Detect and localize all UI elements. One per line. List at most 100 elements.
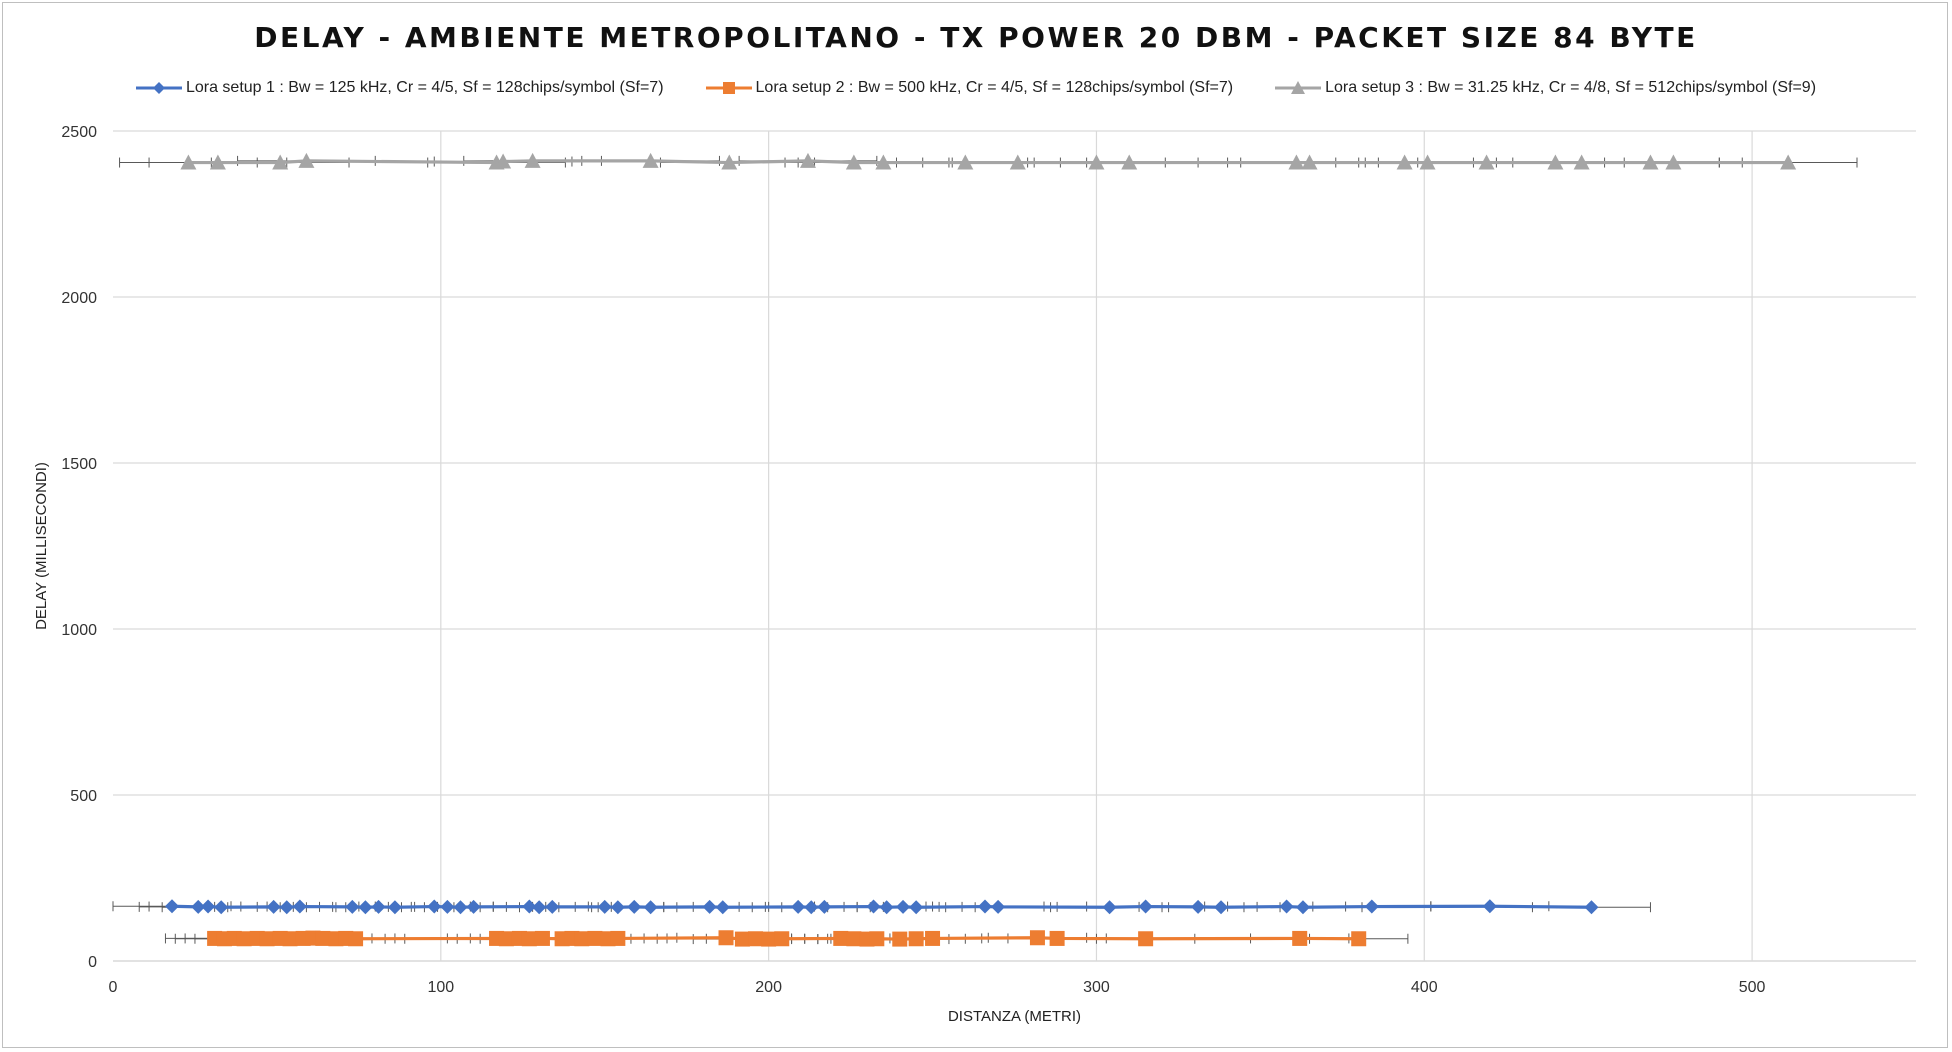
- chart-title: DELAY - AMBIENTE METROPOLITANO - TX POWE…: [254, 21, 1698, 54]
- data-point-series-1: [387, 900, 402, 915]
- data-point-series-3: [1121, 154, 1138, 170]
- data-point-series-1: [715, 900, 730, 915]
- y-tick-label: 0: [88, 954, 97, 971]
- y-tick-label: 1000: [61, 622, 97, 639]
- data-point-series-2: [718, 930, 734, 946]
- legend-swatch-series-2: [705, 82, 752, 94]
- data-point-series-1: [909, 900, 924, 915]
- data-point-series-1: [371, 899, 386, 914]
- data-point-series-3: [1396, 154, 1413, 170]
- legend-item-series-2: Lora setup 2 : Bw = 500 kHz, Cr = 4/5, S…: [705, 79, 1234, 97]
- data-point-series-3: [180, 154, 197, 170]
- series-line-3: [188, 159, 1789, 165]
- data-point-series-2: [908, 931, 924, 947]
- data-point-series-2: [734, 931, 750, 947]
- data-point-series-2: [1351, 931, 1367, 947]
- data-point-series-1: [804, 900, 819, 915]
- data-point-series-1: [1214, 900, 1229, 915]
- data-point-series-1: [1191, 899, 1206, 914]
- data-point-series-1: [1102, 900, 1117, 915]
- data-point-series-1: [879, 900, 894, 915]
- data-point-series-3: [1419, 154, 1436, 170]
- data-point-series-1: [866, 899, 881, 914]
- x-tick-label: 0: [109, 979, 118, 996]
- y-tick-label: 2000: [61, 290, 97, 307]
- data-point-series-1: [817, 899, 832, 914]
- data-point-series-2: [236, 931, 252, 947]
- data-point-series-3: [642, 152, 659, 168]
- data-point-series-3: [1547, 154, 1564, 170]
- data-point-series-2: [833, 930, 849, 946]
- data-point-series-3: [721, 154, 738, 170]
- data-point-series-3: [875, 154, 892, 170]
- data-point-series-2: [1292, 930, 1308, 946]
- chart-legend: Lora setup 1 : Bw = 125 kHz, Cr = 4/5, S…: [3, 79, 1949, 97]
- data-point-series-2: [534, 930, 550, 946]
- data-point-series-2: [498, 931, 514, 947]
- data-point-series-1: [165, 899, 180, 914]
- data-point-series-3: [1665, 154, 1682, 170]
- y-tick-label: 500: [70, 788, 97, 805]
- data-point-series-3: [1088, 154, 1105, 170]
- data-point-series-1: [702, 899, 717, 914]
- data-point-series-3: [1780, 154, 1797, 170]
- data-point-series-2: [774, 931, 790, 947]
- series-line-1: [171, 904, 1592, 909]
- data-point-series-1: [1482, 899, 1497, 914]
- data-point-series-2: [315, 930, 331, 946]
- data-point-series-1: [279, 900, 294, 915]
- data-point-series-1: [610, 900, 625, 915]
- data-point-series-3: [272, 154, 289, 170]
- data-point-series-2: [925, 930, 941, 946]
- y-tick-label: 2500: [61, 124, 97, 141]
- data-point-series-3: [1642, 154, 1659, 170]
- data-point-series-1: [532, 900, 547, 915]
- data-point-series-2: [892, 931, 908, 947]
- y-tick-label: 1500: [61, 456, 97, 473]
- data-point-series-1: [266, 899, 281, 914]
- data-point-series-2: [574, 931, 590, 947]
- data-point-series-1: [522, 899, 537, 914]
- data-point-series-1: [191, 899, 206, 914]
- data-point-series-3: [1573, 154, 1590, 170]
- data-point-series-1: [427, 899, 442, 914]
- x-tick-label: 200: [755, 979, 782, 996]
- data-point-series-1: [977, 899, 992, 914]
- x-tick-label: 300: [1083, 979, 1110, 996]
- data-point-series-3: [298, 152, 315, 168]
- legend-swatch-series-3: [1275, 81, 1322, 94]
- data-point-series-1: [345, 899, 360, 914]
- data-point-series-1: [896, 899, 911, 914]
- data-point-series-1: [545, 899, 560, 914]
- data-point-series-1: [453, 900, 468, 915]
- legend-item-series-3: Lora setup 3 : Bw = 31.25 kHz, Cr = 4/8,…: [1275, 79, 1816, 97]
- data-point-series-3: [1301, 154, 1318, 170]
- data-point-series-2: [348, 931, 364, 947]
- data-point-series-3: [1288, 154, 1305, 170]
- data-point-series-2: [282, 931, 298, 947]
- data-point-series-2: [610, 930, 626, 946]
- legend-item-series-1: Lora setup 1 : Bw = 125 kHz, Cr = 4/5, S…: [135, 79, 664, 97]
- legend-swatch-series-1: [135, 82, 182, 94]
- data-point-series-1: [991, 899, 1006, 914]
- data-point-series-2: [259, 931, 275, 947]
- data-point-series-2: [587, 930, 603, 946]
- data-point-series-2: [1029, 930, 1045, 946]
- data-point-series-3: [495, 153, 512, 169]
- data-point-series-1: [214, 900, 229, 915]
- y-axis-title: DELAY (MILLISECONDI): [33, 462, 50, 630]
- data-point-series-1: [1295, 900, 1310, 915]
- data-point-series-1: [791, 899, 806, 914]
- data-point-series-1: [292, 899, 307, 914]
- data-point-series-2: [521, 931, 537, 947]
- x-axis-title: DISTANZA (METRI): [948, 1008, 1081, 1025]
- data-point-series-1: [358, 900, 373, 915]
- data-point-series-1: [643, 900, 658, 915]
- data-point-series-1: [1364, 899, 1379, 914]
- legend-label-series-2: Lora setup 2 : Bw = 500 kHz, Cr = 4/5, S…: [755, 79, 1234, 96]
- data-point-series-1: [1279, 899, 1294, 914]
- data-point-series-1: [466, 899, 481, 914]
- data-point-series-2: [1138, 931, 1154, 947]
